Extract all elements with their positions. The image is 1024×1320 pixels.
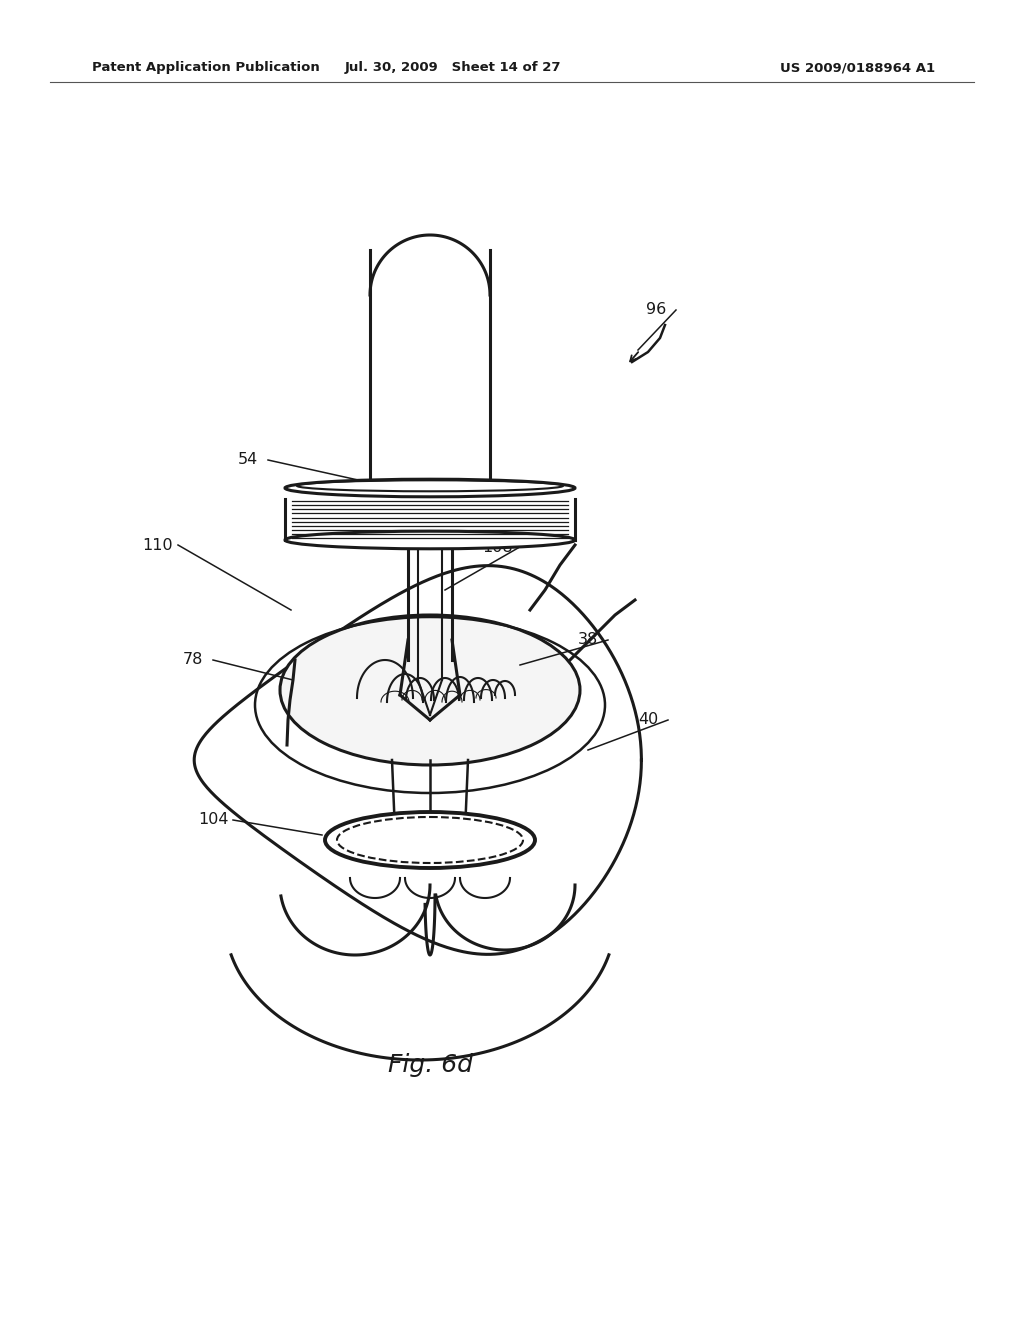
Text: 96: 96 bbox=[646, 302, 667, 318]
Text: 78: 78 bbox=[183, 652, 203, 668]
Text: 54: 54 bbox=[238, 453, 258, 467]
Text: 110: 110 bbox=[142, 537, 173, 553]
Text: 40: 40 bbox=[638, 713, 658, 727]
Text: 108: 108 bbox=[482, 540, 513, 556]
Text: Fig. 6d: Fig. 6d bbox=[387, 1053, 472, 1077]
Text: Patent Application Publication: Patent Application Publication bbox=[92, 62, 319, 74]
Text: Jul. 30, 2009   Sheet 14 of 27: Jul. 30, 2009 Sheet 14 of 27 bbox=[345, 62, 561, 74]
Ellipse shape bbox=[285, 479, 575, 496]
Ellipse shape bbox=[325, 812, 535, 869]
Ellipse shape bbox=[280, 615, 580, 766]
Text: 104: 104 bbox=[198, 813, 228, 828]
Ellipse shape bbox=[285, 531, 575, 549]
Text: US 2009/0188964 A1: US 2009/0188964 A1 bbox=[780, 62, 936, 74]
Text: 38: 38 bbox=[578, 632, 598, 648]
